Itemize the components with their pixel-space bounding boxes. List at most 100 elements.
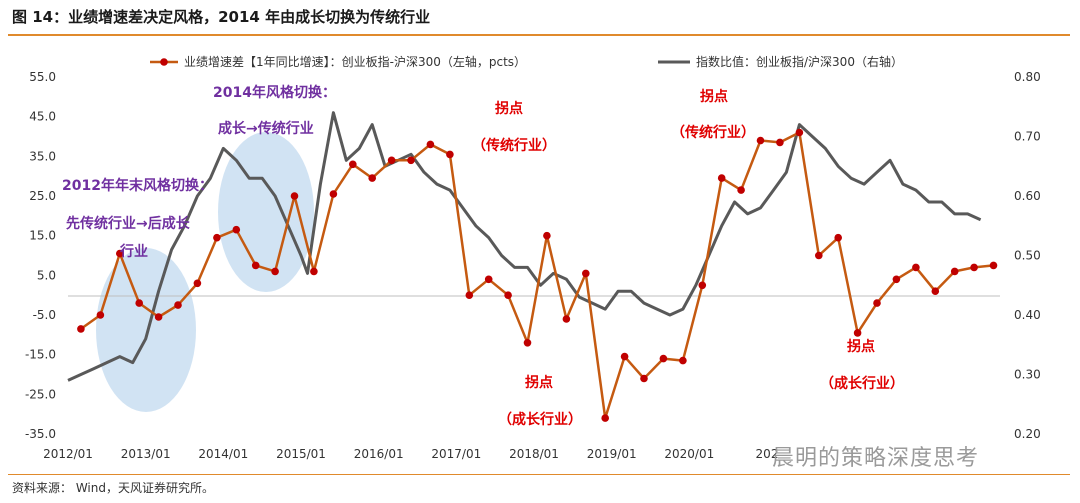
y-right-tick-label: 0.80 <box>1014 70 1041 84</box>
data-point <box>251 261 260 270</box>
data-point <box>776 138 784 147</box>
data-point <box>116 249 124 258</box>
data-point <box>96 311 105 319</box>
x-tick-label: 2012/01 <box>43 447 93 461</box>
data-point <box>387 156 396 165</box>
source-note: 资料来源： Wind，天风证券研究所。 <box>12 481 214 495</box>
y-right-tick-label: 0.30 <box>1014 368 1041 382</box>
y-right-tick-label: 0.70 <box>1014 130 1041 144</box>
x-tick-label: 202 <box>756 447 779 461</box>
data-point <box>154 313 163 321</box>
data-point <box>77 325 85 333</box>
data-point <box>892 275 901 284</box>
annotation-turning-point-3: 拐点 <box>525 374 553 391</box>
data-point <box>795 128 804 137</box>
x-tick-label: 2020/01 <box>664 447 714 461</box>
y-right-tick-label: 0.40 <box>1014 308 1041 322</box>
annotation-turning-point-3-label: （成长行业） <box>498 411 582 428</box>
x-tick-label: 2017/01 <box>431 447 481 461</box>
data-point <box>989 261 998 270</box>
highlight-ellipse-2012 <box>96 248 196 412</box>
x-tick-label: 2014/01 <box>198 447 248 461</box>
watermark: 晨明的策略深度思考 <box>772 446 980 471</box>
x-tick-label: 2015/01 <box>276 447 326 461</box>
data-point <box>717 174 726 182</box>
figure-title: 图 14：业绩增速差决定风格，2014 年由成长切换为传统行业 <box>12 8 431 26</box>
series-index-ratio-line <box>67 111 982 382</box>
data-point <box>407 156 415 165</box>
data-point <box>465 291 474 300</box>
annotation-2014-switch-title: 2014年风格切换： <box>213 84 336 101</box>
data-point <box>290 192 299 200</box>
data-point <box>329 190 338 198</box>
series-growth-gap-markers <box>77 128 998 422</box>
data-point <box>562 315 571 323</box>
y-left-tick-label: 25.0 <box>29 189 56 203</box>
data-point <box>543 231 551 240</box>
data-point <box>523 339 532 347</box>
legend-label-index-ratio: 指数比值：创业板指/沪深300（右轴） <box>696 54 903 69</box>
data-point <box>446 150 454 159</box>
y-left-tick-label: 45.0 <box>29 110 56 124</box>
data-point <box>834 233 842 242</box>
y-left-tick-label: 5.0 <box>37 268 56 282</box>
y-axis-right: 0.80 0.70 0.60 0.50 0.40 0.30 0.20 <box>1014 70 1041 441</box>
y-left-tick-label: 35.0 <box>29 149 56 163</box>
top-rule <box>8 34 1070 36</box>
annotation-turning-point-4: 拐点 <box>847 338 875 355</box>
data-point <box>756 136 765 145</box>
annotation-turning-point-2-label: （传统行业） <box>671 124 755 141</box>
data-point <box>232 225 241 234</box>
data-point <box>620 352 629 361</box>
data-point <box>601 414 609 422</box>
data-point <box>873 299 881 307</box>
data-point <box>426 140 435 149</box>
x-tick-label: 2016/01 <box>354 447 404 461</box>
y-right-tick-label: 0.20 <box>1014 427 1041 441</box>
annotation-turning-point-2: 拐点 <box>700 88 728 105</box>
y-axis-left: 55.0 45.0 35.0 25.0 15.0 5.0 -5.0 -15.0 -25.0 -35… <box>25 70 56 441</box>
data-point <box>950 267 959 276</box>
data-point <box>484 275 493 284</box>
data-point <box>853 329 862 337</box>
highlight-ellipse-2014 <box>218 132 314 292</box>
data-point <box>640 374 648 383</box>
data-point <box>582 269 590 278</box>
data-point <box>135 299 143 307</box>
legend-label-growth-gap: 业绩增速差【1年同比增速】：创业板指-沪深300（左轴，pcts） <box>184 54 526 69</box>
y-left-tick-label: 55.0 <box>29 70 56 84</box>
y-left-tick-label: -15.0 <box>25 348 56 362</box>
data-point <box>737 186 745 194</box>
data-point <box>213 233 221 242</box>
data-point <box>349 160 357 169</box>
legend-marker-growth-gap <box>160 58 168 66</box>
data-point <box>271 267 279 276</box>
y-right-tick-label: 0.60 <box>1014 189 1041 203</box>
x-axis: 2012/01 2013/01 2014/01 2015/01 2016/01 2017/… <box>43 447 778 461</box>
data-point <box>310 267 318 276</box>
data-point <box>659 354 668 363</box>
annotation-2014-switch-detail: 成长→传统行业 <box>218 120 314 137</box>
annotation-2012-switch-detail-cont: 行业 <box>119 243 148 260</box>
annotation-turning-point-1: 拐点 <box>495 100 523 117</box>
data-point <box>174 301 182 309</box>
y-right-tick-label: 0.50 <box>1014 249 1041 263</box>
y-left-tick-label: 15.0 <box>29 229 56 243</box>
y-left-tick-label: -25.0 <box>25 387 56 401</box>
bottom-rule <box>8 474 1070 475</box>
annotations: 2014年风格切换： 成长→传统行业 2012年年末风格切换： 先传统行业→后成… <box>62 84 904 428</box>
y-left-tick-label: -5.0 <box>33 308 56 322</box>
data-point <box>679 356 687 365</box>
x-tick-label: 2019/01 <box>587 447 637 461</box>
data-point <box>368 174 377 182</box>
x-tick-label: 2013/01 <box>121 447 171 461</box>
data-point <box>912 263 920 272</box>
highlight-ellipses <box>96 132 314 412</box>
y-left-tick-label: -35.0 <box>25 427 56 441</box>
annotation-2012-switch-title: 2012年年末风格切换： <box>62 177 213 194</box>
x-tick-label: 2018/01 <box>509 447 559 461</box>
annotation-turning-point-4-label: （成长行业） <box>820 375 904 392</box>
annotation-2012-switch-detail: 先传统行业→后成长 <box>66 215 191 232</box>
legend: 业绩增速差【1年同比增速】：创业板指-沪深300（左轴，pcts） 指数比值：创… <box>150 54 903 69</box>
